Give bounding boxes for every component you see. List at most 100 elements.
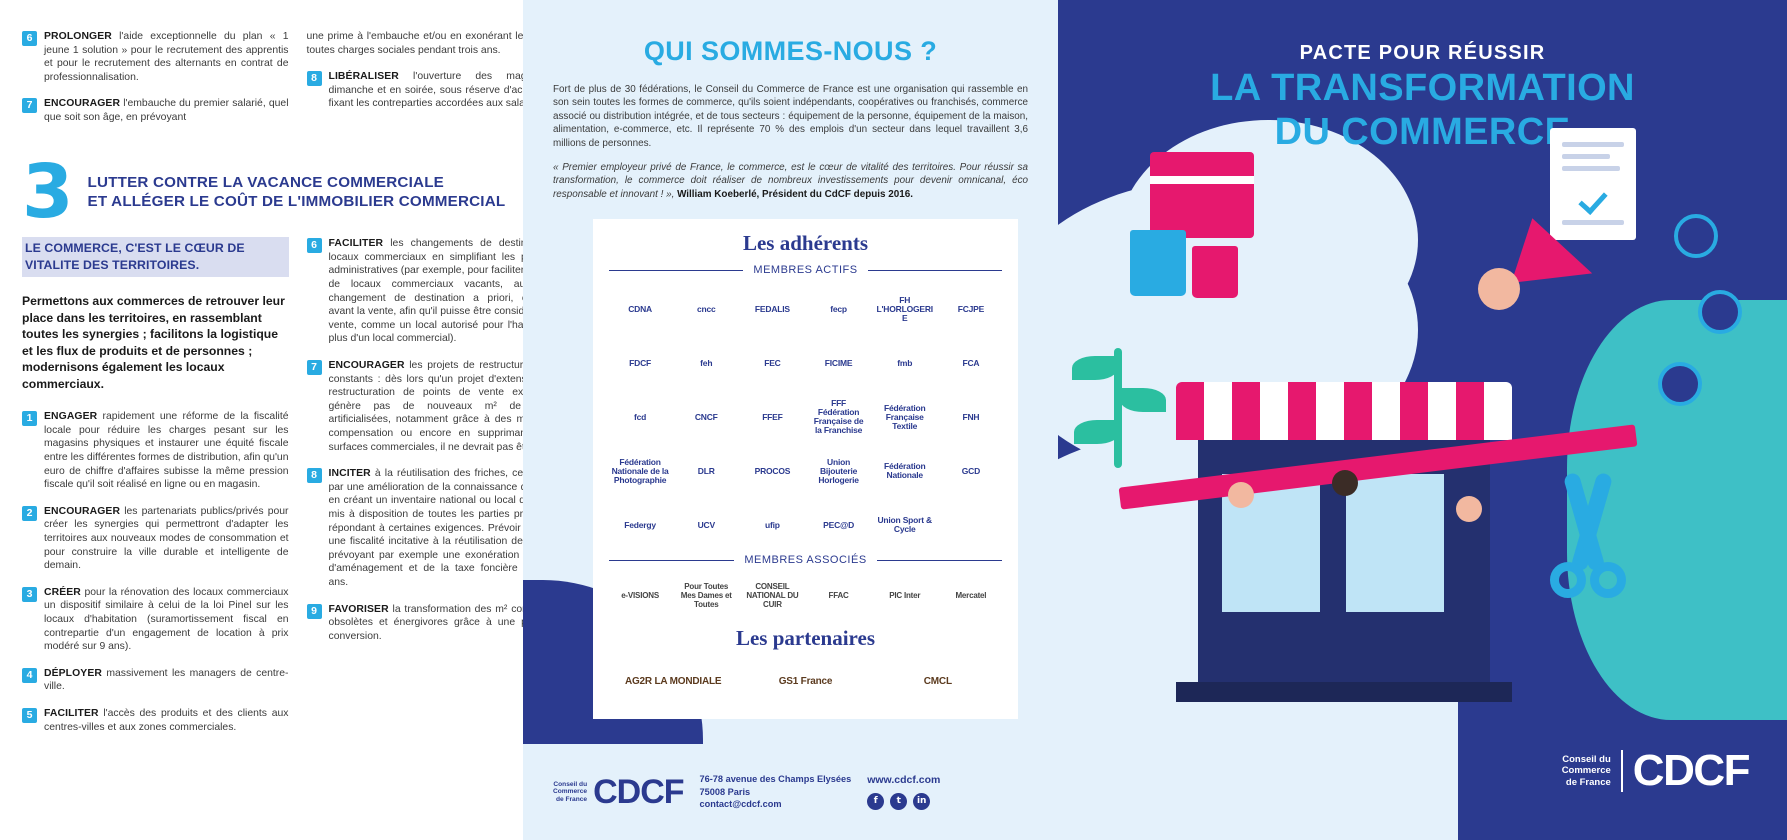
partner-logo: AG2R LA MONDIALE bbox=[609, 659, 737, 703]
member-logo: feh bbox=[675, 338, 737, 388]
partner-logo-label: AG2R LA MONDIALE bbox=[624, 675, 722, 687]
associate-logo: e-VISIONS bbox=[609, 574, 671, 616]
scissors-icon bbox=[1528, 470, 1648, 600]
cdcf-logo: Conseil du Commerce de France CDCF bbox=[1562, 746, 1751, 796]
item-body: massivement les managers de centre-ville… bbox=[44, 667, 289, 693]
partner-logo: GS1 France bbox=[741, 659, 869, 703]
member-logo-label: DLR bbox=[697, 465, 715, 476]
member-logo: CDNA bbox=[609, 284, 671, 334]
item-body: la transformation des m² commerciaux obs… bbox=[328, 603, 574, 642]
linkedin-icon[interactable]: in bbox=[913, 793, 931, 810]
member-logo-label: fecp bbox=[830, 303, 847, 314]
list-item: 1 ENGAGER rapidement une réforme de la f… bbox=[22, 410, 289, 492]
member-logo: fcd bbox=[609, 392, 671, 442]
intro-paragraph: Fort de plus de 30 fédérations, le Conse… bbox=[553, 84, 1028, 149]
cdcf-logo-subtitle: Conseil du Commerce de France bbox=[1562, 754, 1611, 789]
member-logo-label: FCA bbox=[962, 357, 980, 368]
network-node-icon bbox=[1658, 362, 1702, 406]
web-and-socials: www.cdcf.com f t in bbox=[867, 774, 940, 810]
highlight-statement: LE COMMERCE, C'EST LE CŒUR DE VITALITE D… bbox=[22, 237, 289, 278]
member-logo: cncc bbox=[675, 284, 737, 334]
item-body: l'embauche du premier salarié, quel que … bbox=[44, 98, 289, 123]
member-logo-label: FEC bbox=[764, 357, 781, 368]
associate-logo: FFAC bbox=[808, 574, 870, 616]
item-text: CRÉER pour la rénovation des locaux comm… bbox=[44, 586, 289, 654]
member-logo: FFF Fédération Française de la Franchise bbox=[808, 392, 870, 442]
gift-box-illustration bbox=[1150, 152, 1254, 238]
cover-heading: PACTE POUR RÉUSSIR LA TRANSFORMATION DU … bbox=[1058, 0, 1787, 153]
cdcf-logo-line-1: Conseil du bbox=[1562, 753, 1611, 765]
member-logo-label: feh bbox=[700, 357, 713, 368]
divider-line-right bbox=[876, 559, 1002, 561]
document-line bbox=[1562, 166, 1620, 171]
partenaires-logo-grid: AG2R LA MONDIALE GS1 France CMCL bbox=[609, 659, 1002, 703]
membres-associes-logo-grid: e-VISIONS Pour Toutes Mes Dames et Toute… bbox=[609, 574, 1002, 616]
shopping-bag-illustration bbox=[1130, 230, 1186, 296]
leaf-shape bbox=[1074, 420, 1120, 444]
leaf-shape bbox=[1120, 388, 1166, 412]
document-card-illustration bbox=[1550, 128, 1636, 240]
cdcf-logo-wordmark: CDCF bbox=[1632, 746, 1751, 795]
member-logo: fmb bbox=[874, 338, 936, 388]
item-lead: ENGAGER bbox=[44, 411, 98, 423]
quote-text: « Premier employeur privé de France, le … bbox=[553, 162, 1028, 200]
list-item: 8 LIBÉRALISER l'ouverture des magasins l… bbox=[306, 70, 573, 111]
item-lead: FACILITER bbox=[44, 707, 99, 719]
network-node-icon bbox=[1698, 290, 1742, 334]
shop-base bbox=[1176, 682, 1512, 702]
member-logo: Fédération Nationale de la Photographie bbox=[609, 446, 671, 496]
shop-illustration bbox=[1176, 382, 1512, 702]
scissors-handle bbox=[1550, 562, 1586, 598]
item-lead: PROLONGER bbox=[44, 31, 112, 42]
item-text: ENGAGER rapidement une réforme de la fis… bbox=[44, 410, 289, 492]
list-item: 3 CRÉER pour la rénovation des locaux co… bbox=[22, 586, 289, 654]
member-logo-label: CNCF bbox=[694, 411, 718, 422]
right-panel: PACTE POUR RÉUSSIR LA TRANSFORMATION DU … bbox=[1058, 0, 1787, 840]
list-item: 6 FACILITER les changements de destinati… bbox=[306, 237, 574, 346]
list-item: 7 ENCOURAGER l'embauche du premier salar… bbox=[22, 97, 289, 124]
document-line bbox=[1562, 154, 1610, 159]
section-column-1: LE COMMERCE, C'EST LE CŒUR DE VITALITE D… bbox=[22, 237, 289, 747]
item-text: FACILITER les changements de destination… bbox=[329, 237, 574, 346]
cdcf-logo-line-3: de France bbox=[1565, 776, 1611, 788]
member-logo: Fédération Française Textile bbox=[874, 392, 936, 442]
plant-stem-illustration bbox=[1072, 348, 1166, 468]
associate-logo-label: PIC Inter bbox=[889, 590, 921, 600]
associate-logo-label: Pour Toutes Mes Dames et Toutes bbox=[680, 581, 732, 609]
twitter-icon[interactable]: t bbox=[890, 793, 908, 810]
member-logo: FEC bbox=[741, 338, 803, 388]
quote-paragraph: « Premier employeur privé de France, le … bbox=[553, 161, 1028, 201]
associate-logo-label: CONSEIL NATIONAL DU CUIR bbox=[746, 581, 799, 609]
member-logo: FNH bbox=[940, 392, 1002, 442]
list-item: 9 FAVORISER la transformation des m² com… bbox=[306, 603, 574, 644]
cover-title-line-1: LA TRANSFORMATION bbox=[1210, 67, 1635, 109]
item-body: l'aide exceptionnelle du plan « 1 jeune … bbox=[44, 31, 289, 83]
associate-logo: Mercatel bbox=[940, 574, 1002, 616]
member-logo-label: cncc bbox=[696, 303, 716, 314]
member-logo: CNCF bbox=[675, 392, 737, 442]
membres-actifs-logo-grid: CDNA cncc FEDALIS fecp FH L'HORLOGERIE F… bbox=[609, 284, 1002, 550]
facebook-icon[interactable]: f bbox=[867, 793, 885, 810]
contact-address: 76-78 avenue des Champs Elysées 75008 Pa… bbox=[700, 773, 852, 811]
shopping-bag-illustration bbox=[1192, 246, 1238, 298]
center-panel: QUI SOMMES-NOUS ? Fort de plus de 30 féd… bbox=[523, 0, 1058, 840]
document-line bbox=[1562, 142, 1624, 147]
network-node-icon bbox=[1674, 214, 1718, 258]
item-lead: LIBÉRALISER bbox=[328, 71, 399, 83]
avatar bbox=[1332, 470, 1358, 496]
website-link[interactable]: www.cdcf.com bbox=[867, 774, 941, 786]
item-number-badge: 7 bbox=[306, 360, 322, 376]
member-logo-label: CDNA bbox=[628, 303, 652, 314]
item-number-badge: 5 bbox=[22, 707, 37, 723]
item-body: une prime à l'embauche et/ou en exonéran… bbox=[306, 31, 574, 56]
item-text: PROLONGER l'aide exceptionnelle du plan … bbox=[44, 30, 289, 84]
contact-email[interactable]: contact@cdcf.com bbox=[699, 799, 782, 810]
associate-logo-label: FFAC bbox=[828, 590, 849, 600]
cdcf-logo: Conseil du Commerce de France CDCF bbox=[553, 773, 685, 812]
shop-window-right bbox=[1340, 468, 1450, 618]
membres-actifs-divider: MEMBRES ACTIFS bbox=[609, 264, 1002, 276]
shop-awning bbox=[1176, 382, 1512, 440]
item-lead: ENCOURAGER bbox=[44, 98, 121, 110]
membres-associes-label: MEMBRES ASSOCIÉS bbox=[744, 554, 867, 567]
